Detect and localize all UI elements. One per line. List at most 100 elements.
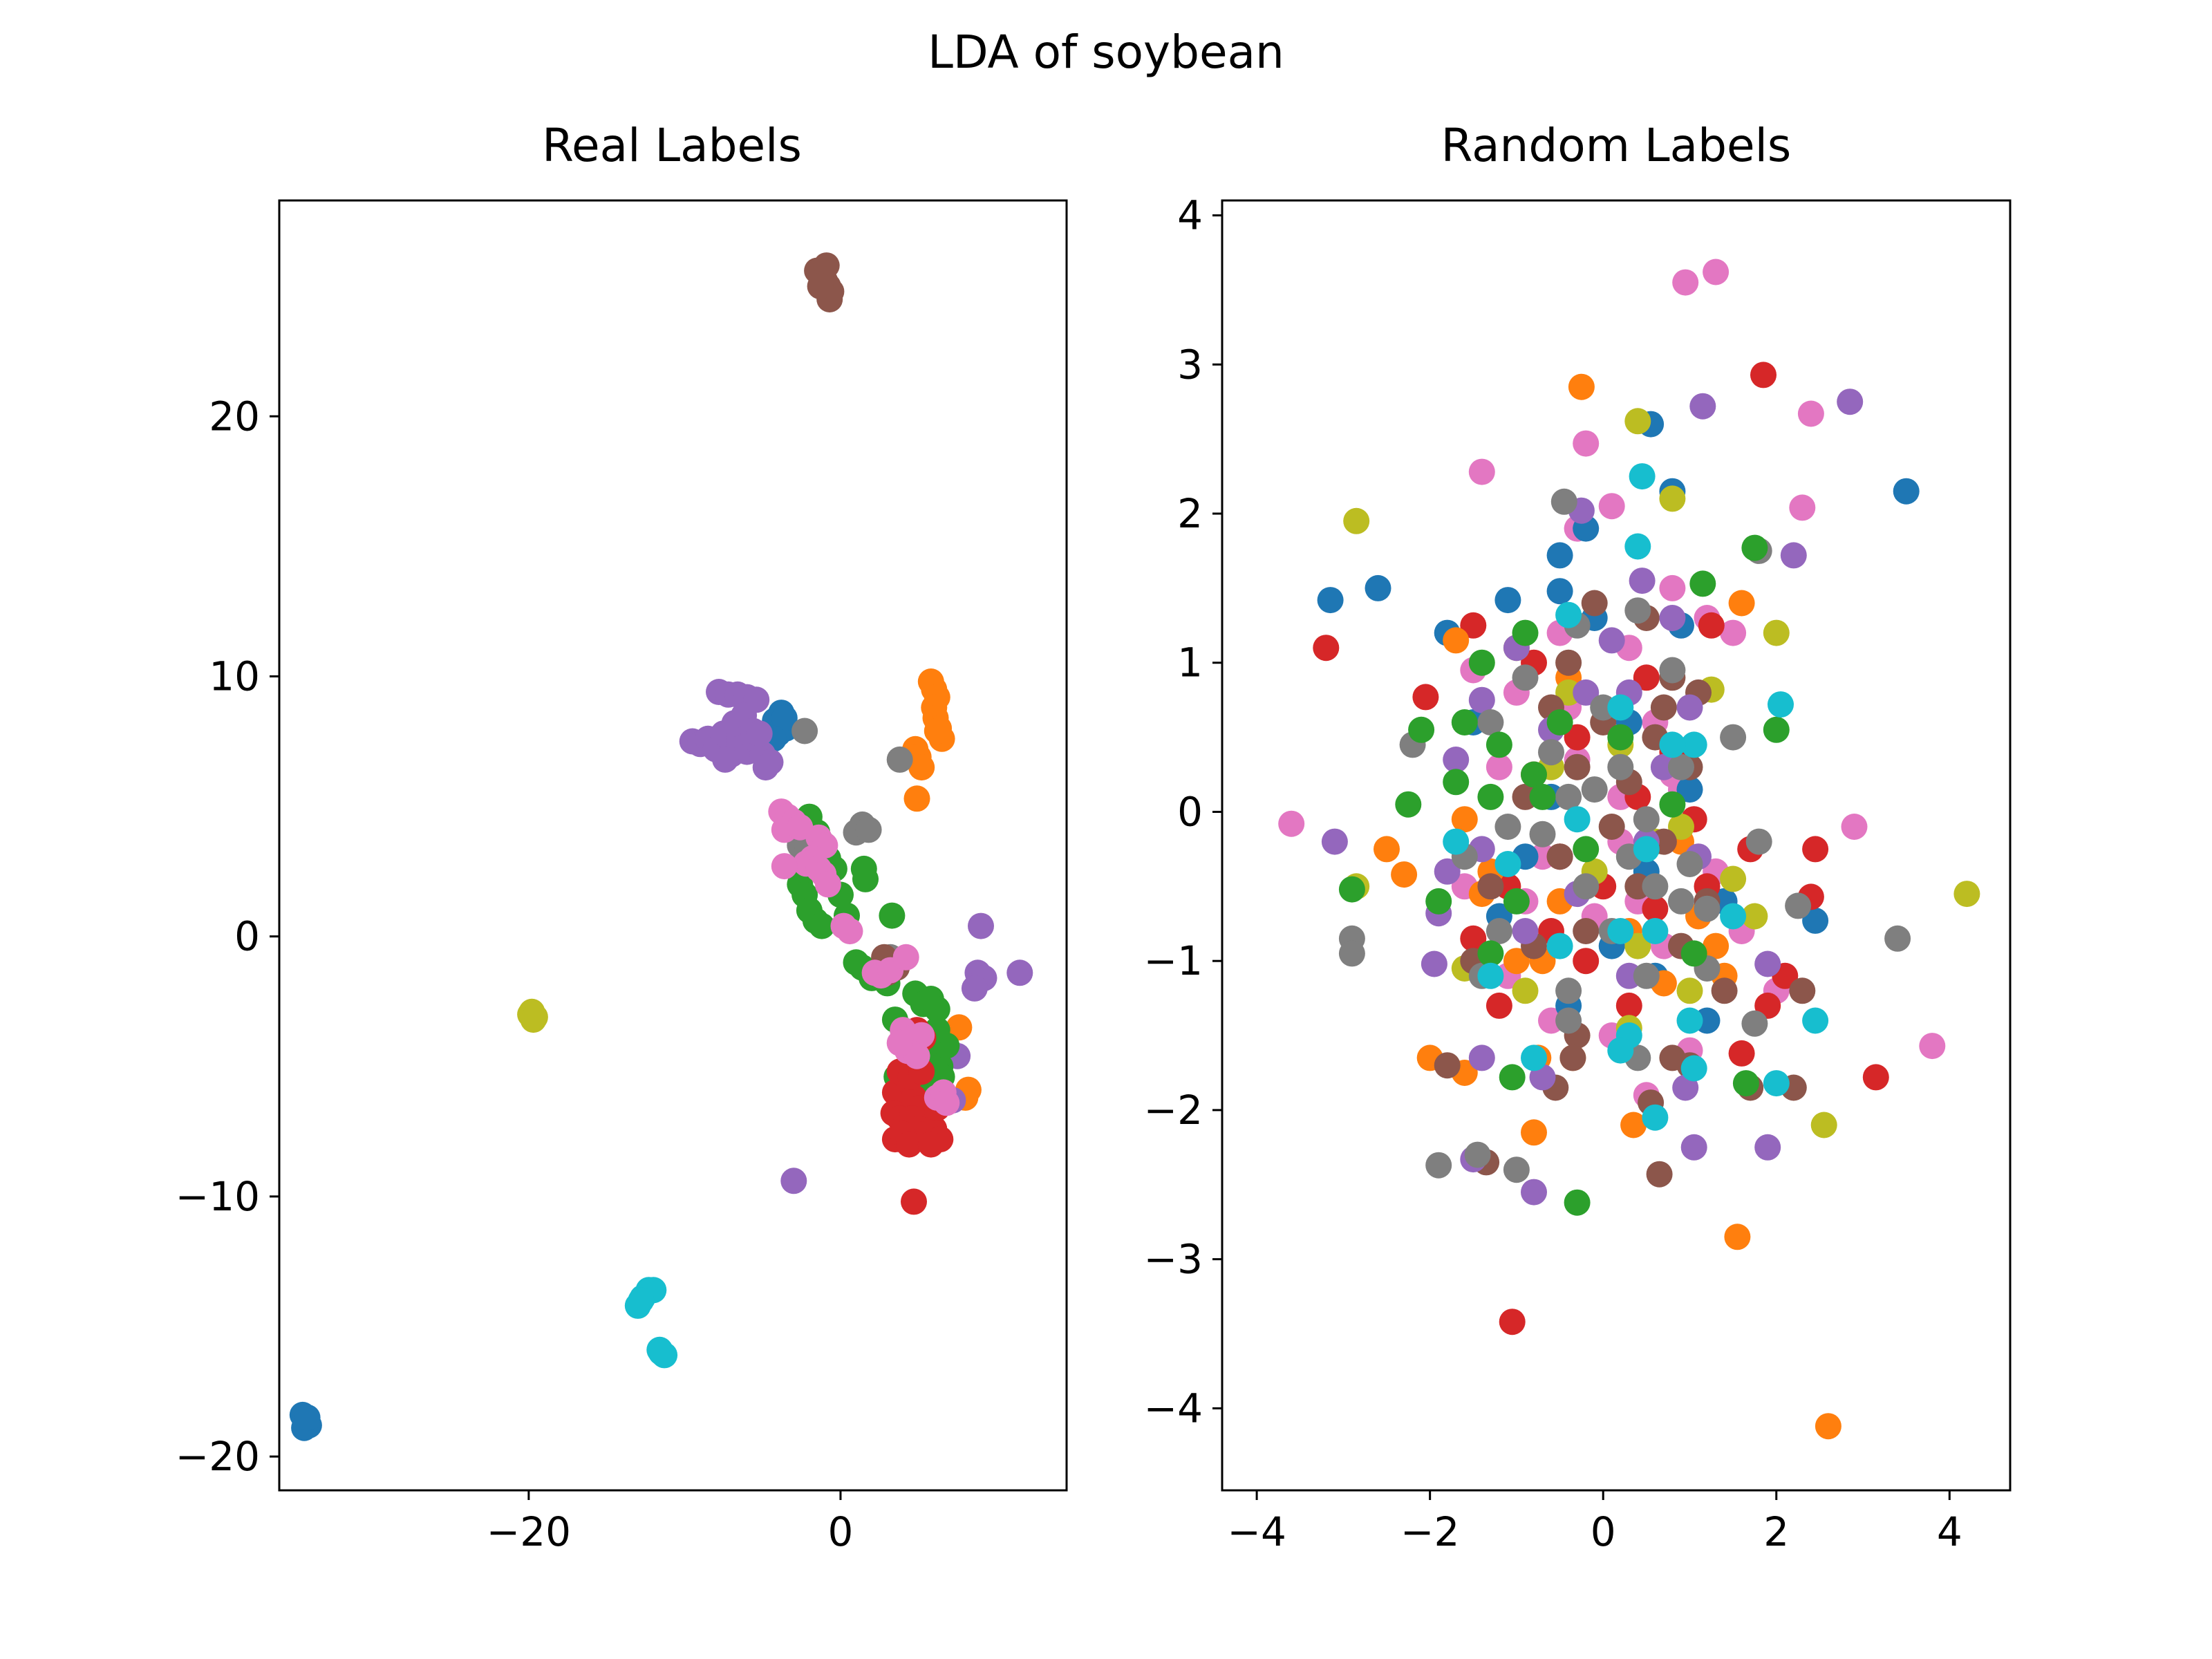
axes-frame-real-labels xyxy=(278,199,1068,1492)
scatter-point-random-labels-4-14 xyxy=(1624,932,1651,959)
scatter-point-random-labels-2-26 xyxy=(1499,1309,1526,1335)
scatter-point-random-labels-0-18 xyxy=(1485,753,1512,780)
scatter-point-random-labels-8-8 xyxy=(1607,724,1634,751)
x-tick-label-random-labels-1: −2 xyxy=(1400,1508,1460,1555)
scatter-point-random-labels-6-1 xyxy=(1837,388,1864,415)
scatter-point-random-labels-2-15 xyxy=(1460,925,1487,952)
subplot-real-labels: Real Labels −20 0 −20 −10 0 10 20 xyxy=(176,119,1068,1555)
y-tick-label-real-labels-1: −10 xyxy=(176,1173,260,1220)
scatter-point-random-labels-8-17 xyxy=(1659,791,1686,818)
scatter-point-random-labels-0-0 xyxy=(1672,269,1699,296)
scatter-point-random-labels-5-21 xyxy=(1711,977,1738,1004)
scatter-point-random-labels-4-9 xyxy=(1720,865,1747,892)
scatter-point-real-labels-5-27 xyxy=(780,1168,807,1194)
scatter-point-random-labels-6-29 xyxy=(1521,1179,1547,1206)
scatter-point-random-labels-0-8 xyxy=(1573,430,1600,457)
x-tick-label-random-labels-0: −4 xyxy=(1227,1508,1286,1555)
scatter-point-random-labels-7-11 xyxy=(1720,724,1747,751)
scatter-point-random-labels-8-7 xyxy=(1546,709,1573,735)
scatter-points-real-labels xyxy=(289,252,1033,1441)
scatter-point-random-labels-8-20 xyxy=(1732,1070,1759,1097)
scatter-point-random-labels-9-20 xyxy=(1642,1104,1669,1131)
scatter-point-real-labels-7-23 xyxy=(924,996,950,1022)
scatter-point-real-labels-6-1 xyxy=(886,746,913,773)
scatter-point-real-labels-4-7 xyxy=(924,718,950,744)
scatter-point-random-labels-8-22 xyxy=(1564,1189,1591,1216)
scatter-point-random-labels-3-4 xyxy=(1451,806,1478,833)
scatter-point-real-labels-10-9 xyxy=(771,853,798,880)
scatter-point-random-labels-6-11 xyxy=(1468,686,1495,713)
scatter-point-real-labels-1-9 xyxy=(771,704,798,731)
scatter-point-random-labels-7-13 xyxy=(1633,806,1660,833)
scatter-point-real-labels-10-27 xyxy=(933,1089,960,1116)
scatter-point-random-labels-4-17 xyxy=(1810,1112,1837,1138)
scatter-point-random-labels-3-5 xyxy=(1374,836,1400,863)
scatter-point-random-labels-7-39 xyxy=(1425,1152,1452,1179)
scatter-point-random-labels-8-2 xyxy=(1468,649,1495,676)
scatter-point-random-labels-0-1 xyxy=(1703,259,1730,285)
scatter-point-random-labels-5-18 xyxy=(1573,918,1600,944)
scatter-point-random-labels-7-6 xyxy=(1659,657,1686,684)
scatter-point-real-labels-7-9 xyxy=(879,902,906,929)
scatter-point-random-labels-2-21 xyxy=(1485,992,1512,1019)
scatter-point-random-labels-9-2 xyxy=(1555,601,1582,628)
scatter-point-random-labels-1-17 xyxy=(1802,907,1829,934)
scatter-point-random-labels-8-9 xyxy=(1395,791,1422,818)
scatter-point-random-labels-9-22 xyxy=(1763,1070,1790,1097)
scatter-point-random-labels-5-23 xyxy=(1789,977,1816,1004)
scatter-point-random-labels-0-3 xyxy=(1468,458,1495,485)
scatter-point-random-labels-7-29 xyxy=(1555,977,1582,1004)
scatter-point-random-labels-6-20 xyxy=(1512,918,1539,944)
scatter-point-random-labels-7-7 xyxy=(1477,709,1504,735)
scatter-point-random-labels-1-1 xyxy=(1317,587,1344,614)
scatter-point-random-labels-4-3 xyxy=(1763,619,1790,646)
scatter-point-random-labels-6-27 xyxy=(1680,1134,1707,1161)
scatter-point-real-labels-8-16 xyxy=(896,1131,923,1158)
x-tick-label-random-labels-2: 0 xyxy=(1591,1508,1616,1555)
scatter-point-random-labels-7-4 xyxy=(1512,664,1539,691)
scatter-point-random-labels-8-5 xyxy=(1443,769,1470,796)
scatter-point-random-labels-1-7 xyxy=(1494,587,1521,614)
scatter-point-random-labels-2-6 xyxy=(1633,664,1660,691)
scatter-point-random-labels-7-18 xyxy=(1676,851,1703,877)
scatter-point-random-labels-8-3 xyxy=(1512,619,1539,646)
scatter-point-random-labels-6-5 xyxy=(1659,605,1686,631)
scatter-point-random-labels-5-12 xyxy=(1598,814,1625,840)
scatter-point-real-labels-3-3 xyxy=(521,1004,548,1031)
y-tick-label-real-labels-3: 10 xyxy=(209,653,260,700)
scatter-points-random-labels xyxy=(1278,259,1980,1440)
scatter-point-random-labels-9-3 xyxy=(1607,694,1634,721)
figure-suptitle: LDA of soybean xyxy=(928,26,1284,79)
scatter-point-random-labels-1-2 xyxy=(1365,574,1391,601)
scatter-point-random-labels-4-18 xyxy=(1953,881,1980,908)
y-tick-label-random-labels-4: 0 xyxy=(1177,788,1203,835)
scatter-point-random-labels-9-12 xyxy=(1546,932,1573,959)
scatter-point-random-labels-9-21 xyxy=(1802,1007,1829,1034)
scatter-point-random-labels-5-28 xyxy=(1646,1161,1673,1188)
scatter-point-random-labels-3-11 xyxy=(1503,948,1530,975)
x-tick-label-random-labels-3: 2 xyxy=(1763,1508,1789,1555)
y-axis-random-labels: −4 −3 −2 −1 0 1 2 3 4 xyxy=(1144,192,1222,1432)
scatter-point-random-labels-7-38 xyxy=(1503,1156,1530,1183)
y-tick-label-real-labels-2: 0 xyxy=(234,913,260,960)
scatter-point-random-labels-5-0 xyxy=(1581,590,1608,617)
scatter-point-random-labels-7-32 xyxy=(1555,1007,1582,1034)
scatter-point-random-labels-3-22 xyxy=(1724,1224,1751,1250)
scatter-point-random-labels-0-11 xyxy=(1659,574,1686,601)
scatter-point-random-labels-2-7 xyxy=(1564,724,1591,751)
scatter-point-random-labels-9-14 xyxy=(1477,962,1504,989)
scatter-point-random-labels-2-19 xyxy=(1573,948,1600,975)
x-tick-label-real-labels-0: −20 xyxy=(487,1508,571,1555)
scatter-point-real-labels-6-4 xyxy=(855,816,882,843)
scatter-point-real-labels-8-17 xyxy=(917,1131,944,1158)
scatter-point-random-labels-7-15 xyxy=(1494,814,1521,840)
scatter-point-random-labels-7-24 xyxy=(1485,918,1512,944)
scatter-point-random-labels-8-0 xyxy=(1741,534,1768,561)
scatter-point-random-labels-1-22 xyxy=(1546,578,1573,605)
scatter-point-random-labels-9-1 xyxy=(1624,533,1651,560)
scatter-point-real-labels-5-21 xyxy=(746,720,773,747)
scatter-point-random-labels-8-12 xyxy=(1763,716,1790,743)
scatter-point-random-labels-2-25 xyxy=(1728,1040,1755,1067)
scatter-point-real-labels-10-14 xyxy=(836,918,863,945)
scatter-point-random-labels-9-10 xyxy=(1720,903,1747,930)
